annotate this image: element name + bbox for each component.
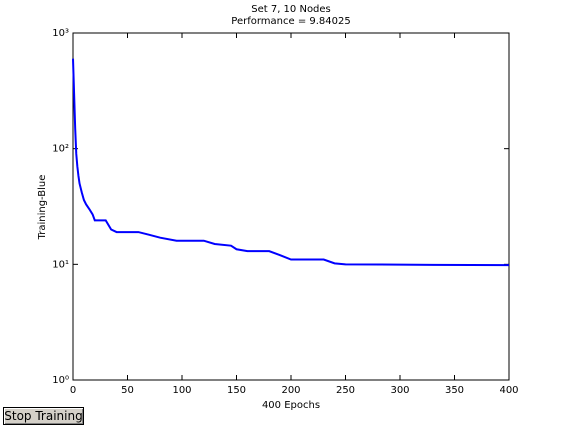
y-tick-label: 10¹ <box>52 259 69 270</box>
x-axis-label: 400 Epochs <box>262 400 320 411</box>
y-axis-label: Training-Blue <box>37 175 48 241</box>
x-tick-label: 0 <box>70 385 76 396</box>
y-tick-label: 10⁰ <box>52 375 69 386</box>
x-tick-label: 50 <box>121 385 134 396</box>
x-tick-label: 100 <box>172 385 191 396</box>
x-tick-label: 150 <box>227 385 246 396</box>
plot-area <box>72 32 510 381</box>
chart-title: Set 7, 10 Nodes <box>251 4 331 15</box>
stop-training-button[interactable]: Stop Training <box>3 407 84 425</box>
x-tick-label: 300 <box>390 385 409 396</box>
x-tick-label: 350 <box>445 385 464 396</box>
y-tick-label: 10³ <box>52 28 69 39</box>
chart-subtitle: Performance = 9.84025 <box>231 16 350 27</box>
x-tick-label: 400 <box>499 385 518 396</box>
x-tick-label: 200 <box>281 385 300 396</box>
y-tick-label: 10² <box>52 144 69 155</box>
line-series <box>72 58 510 267</box>
x-tick-label: 250 <box>336 385 355 396</box>
